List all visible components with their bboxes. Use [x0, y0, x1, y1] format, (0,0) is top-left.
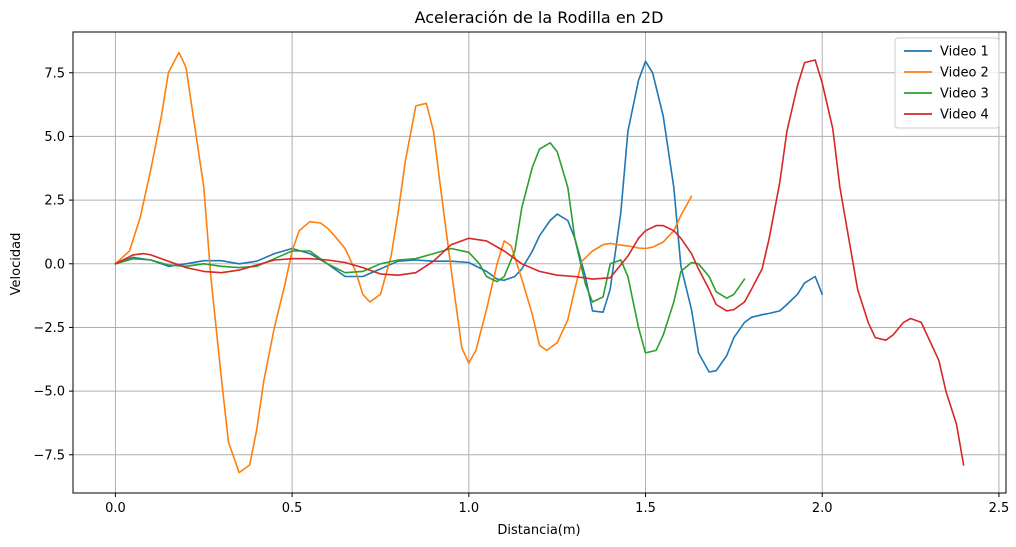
plot-series [115, 52, 963, 472]
x-tick-label: 0.0 [105, 501, 126, 516]
y-tick-label: 0.0 [44, 257, 65, 272]
legend-label: Video 1 [940, 45, 989, 60]
legend-label: Video 4 [940, 108, 989, 123]
legend: Video 1 Video 2 Video 3 Video 4 [895, 38, 999, 128]
x-tick-label: 2.0 [812, 501, 833, 516]
y-tick-label: 5.0 [44, 130, 65, 145]
series-line-video-2 [115, 52, 691, 472]
y-tick-label: −2.5 [33, 321, 65, 336]
y-axis-label: Velocidad [9, 233, 24, 296]
x-tick-label: 1.5 [635, 501, 656, 516]
y-tick-label: 2.5 [44, 194, 65, 209]
chart-title: Aceleración de la Rodilla en 2D [415, 8, 664, 27]
x-axis-label: Distancia(m) [497, 523, 580, 538]
x-tick-label: 1.0 [458, 501, 479, 516]
x-axis-ticks: 0.0 0.5 1.0 1.5 2.0 2.5 [105, 493, 1009, 516]
legend-label: Video 2 [940, 66, 989, 81]
y-axis-ticks: −7.5 −5.0 −2.5 0.0 2.5 5.0 7.5 [33, 66, 73, 463]
x-tick-label: 0.5 [282, 501, 303, 516]
y-tick-label: −7.5 [33, 448, 65, 463]
legend-label: Video 3 [940, 87, 989, 102]
plot-frame [73, 32, 1006, 493]
y-tick-label: −5.0 [33, 385, 65, 400]
x-tick-label: 2.5 [989, 501, 1010, 516]
grid-lines [73, 32, 1006, 493]
y-tick-label: 7.5 [44, 66, 65, 81]
